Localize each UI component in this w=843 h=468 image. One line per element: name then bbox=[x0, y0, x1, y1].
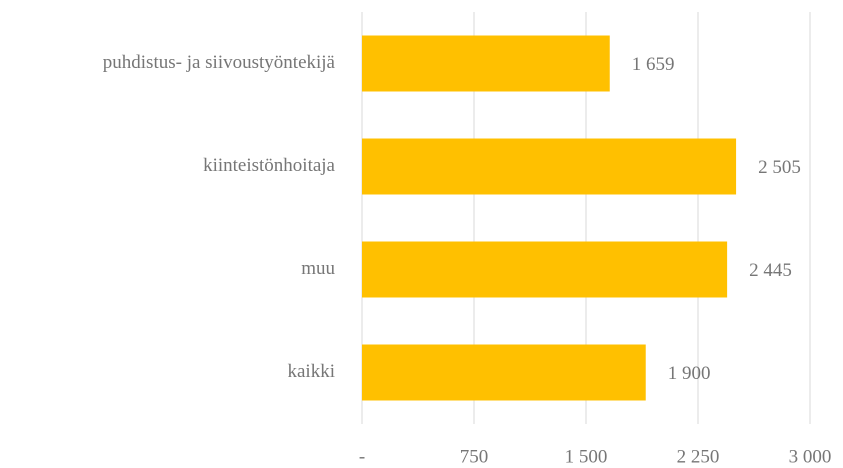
x-tick-label: - bbox=[359, 446, 365, 467]
bar bbox=[362, 35, 610, 92]
bar bbox=[362, 344, 646, 401]
data-label: 1 900 bbox=[668, 363, 711, 384]
bar bbox=[362, 241, 728, 298]
y-tick-label: puhdistus- ja siivoustyöntekijä bbox=[103, 52, 336, 73]
x-tick-label: 3 000 bbox=[789, 446, 832, 467]
x-tick-label: 1 500 bbox=[565, 446, 608, 467]
x-tick-label: 750 bbox=[460, 446, 489, 467]
data-label: 2 505 bbox=[758, 157, 801, 178]
y-tick-label: kiinteistönhoitaja bbox=[203, 155, 335, 176]
data-label: 1 659 bbox=[632, 54, 675, 75]
x-tick-label: 2 250 bbox=[677, 446, 720, 467]
y-tick-label: muu bbox=[301, 258, 335, 279]
y-tick-label: kaikki bbox=[288, 361, 336, 382]
bar bbox=[362, 138, 737, 195]
data-label: 2 445 bbox=[749, 260, 792, 281]
